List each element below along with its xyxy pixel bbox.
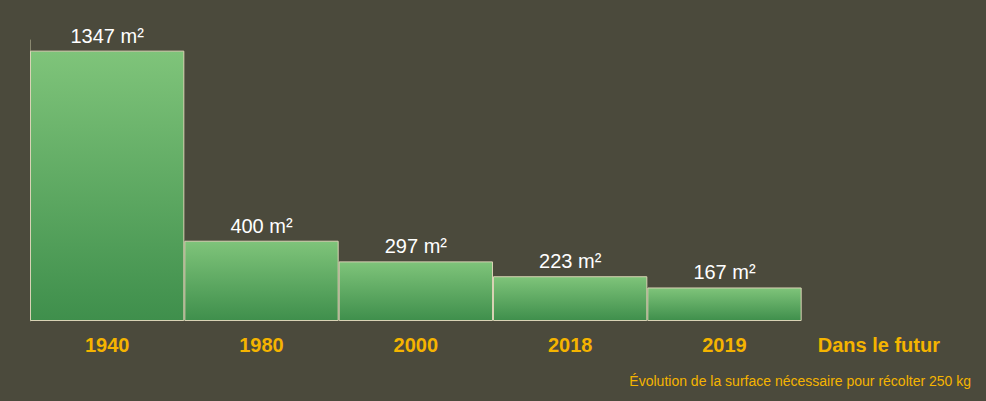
svg-text:1940: 1940 <box>85 334 130 356</box>
svg-text:2019: 2019 <box>702 334 747 356</box>
svg-text:2018: 2018 <box>548 334 593 356</box>
svg-text:Évolution de la surface nécess: Évolution de la surface nécessaire pour … <box>629 373 971 389</box>
svg-text:Dans le futur: Dans le futur <box>818 334 940 356</box>
svg-text:1980: 1980 <box>239 334 284 356</box>
svg-text:223 m²: 223 m² <box>539 250 602 272</box>
svg-text:167 m²: 167 m² <box>693 261 756 283</box>
svg-text:1347 m²: 1347 m² <box>70 25 144 47</box>
svg-text:400 m²: 400 m² <box>230 215 293 237</box>
svg-text:2000: 2000 <box>394 334 439 356</box>
svg-text:297 m²: 297 m² <box>385 235 448 257</box>
